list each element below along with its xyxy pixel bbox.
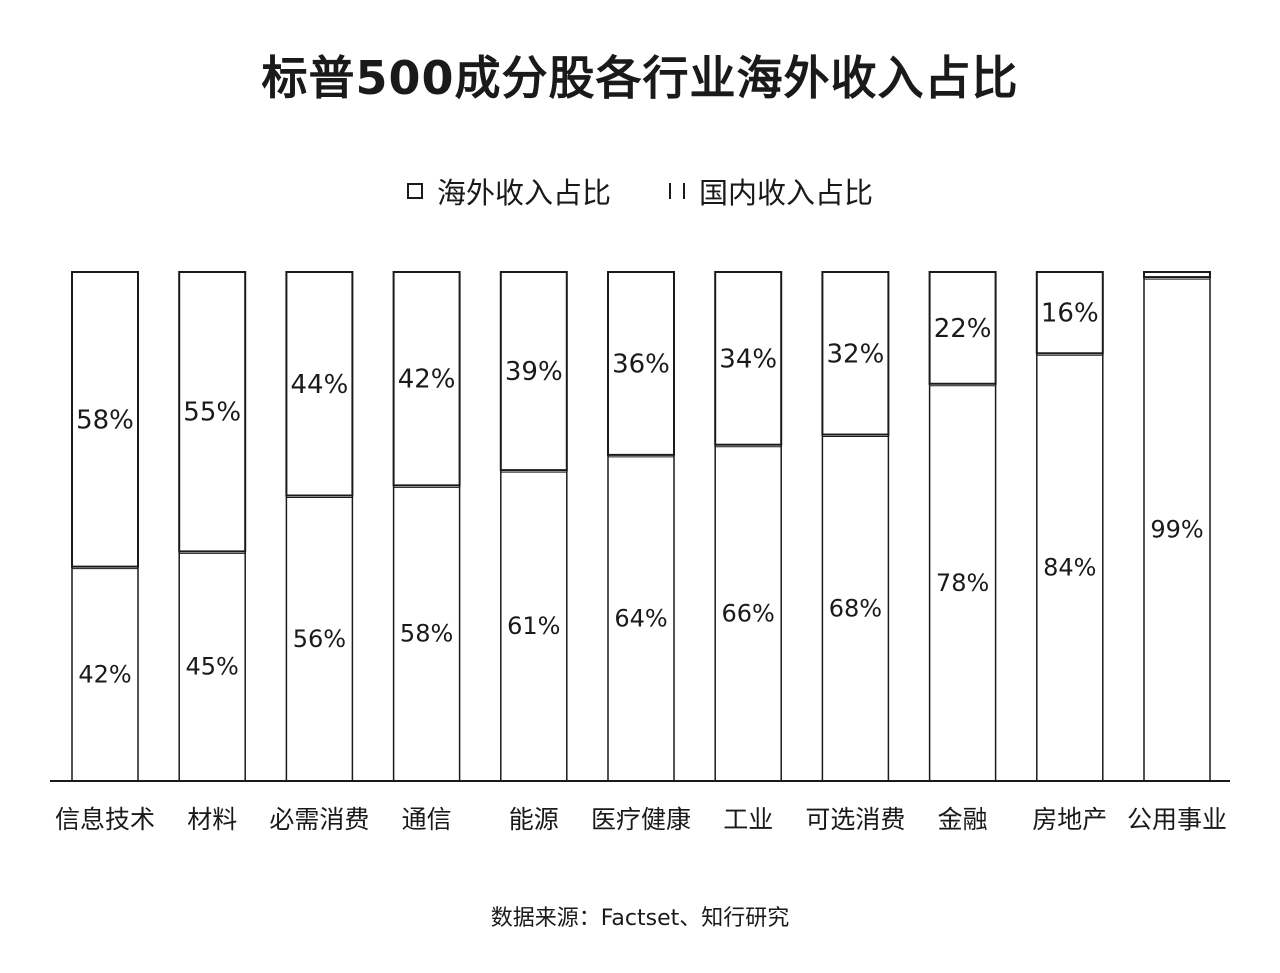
data-label-domestic-1: 45% — [186, 653, 239, 681]
category-label-9: 房地产 — [1032, 805, 1107, 834]
data-label-overseas-5: 36% — [612, 349, 670, 379]
category-label-0: 信息技术 — [55, 805, 155, 834]
bar-overseas-2 — [285, 271, 354, 497]
data-label-domestic-7: 68% — [829, 594, 882, 622]
legend-item-overseas: 海外收入占比 — [406, 170, 611, 212]
legend-label-overseas: 海外收入占比 — [436, 176, 611, 210]
data-label-overseas-2: 44% — [291, 370, 349, 400]
category-label-3: 通信 — [402, 805, 452, 834]
data-label-domestic-6: 66% — [722, 599, 775, 627]
chart-title: 标普500成分股各行业海外收入占比 — [261, 51, 1019, 105]
data-label-overseas-7: 32% — [827, 339, 885, 369]
data-label-domestic-2: 56% — [293, 625, 346, 653]
category-label-2: 必需消费 — [269, 805, 369, 834]
data-label-domestic-4: 61% — [507, 612, 560, 640]
bar-overseas-3 — [392, 271, 461, 487]
data-label-domestic-8: 78% — [936, 569, 989, 597]
data-label-domestic-9: 84% — [1043, 554, 1096, 582]
data-label-domestic-0: 42% — [78, 660, 131, 688]
bar-overseas-8 — [928, 271, 997, 385]
category-label-4: 能源 — [509, 805, 559, 834]
legend-swatch-overseas — [406, 183, 423, 199]
legend-label-domestic: 国内收入占比 — [699, 176, 874, 210]
category-label-1: 材料 — [187, 805, 237, 834]
data-label-overseas-6: 34% — [719, 344, 777, 374]
category-label-8: 金融 — [938, 805, 988, 834]
bar-overseas-9 — [1035, 271, 1104, 355]
category-label-5: 医疗健康 — [591, 805, 691, 834]
data-label-overseas-1: 55% — [183, 398, 241, 428]
data-label-overseas-3: 42% — [398, 365, 456, 395]
bar-overseas-4 — [499, 271, 568, 472]
category-label-6: 工业 — [723, 805, 773, 834]
bar-overseas-0 — [71, 271, 139, 568]
legend: 海外收入占比 国内收入占比 — [0, 170, 1280, 212]
bar-overseas-10 — [1143, 271, 1211, 279]
data-label-domestic-5: 64% — [614, 604, 667, 632]
bar-overseas-6 — [714, 271, 783, 446]
bar-overseas-7 — [821, 271, 890, 436]
data-label-overseas-0: 58% — [76, 405, 134, 435]
data-label-domestic-3: 58% — [400, 620, 453, 648]
legend-item-domestic: 国内收入占比 — [669, 170, 873, 212]
chart-source-note: 数据来源：Factset、知行研究 — [490, 906, 790, 931]
data-label-domestic-10: 99% — [1150, 516, 1203, 544]
category-label-7: 可选消费 — [805, 805, 905, 834]
category-label-10: 公用事业 — [1127, 805, 1227, 834]
bar-overseas-5 — [607, 271, 675, 456]
data-label-overseas-8: 22% — [934, 314, 992, 344]
legend-swatch-domestic — [669, 183, 685, 199]
bar-overseas-1 — [178, 271, 247, 553]
data-label-overseas-4: 39% — [505, 357, 563, 387]
data-label-overseas-9: 16% — [1041, 299, 1099, 329]
